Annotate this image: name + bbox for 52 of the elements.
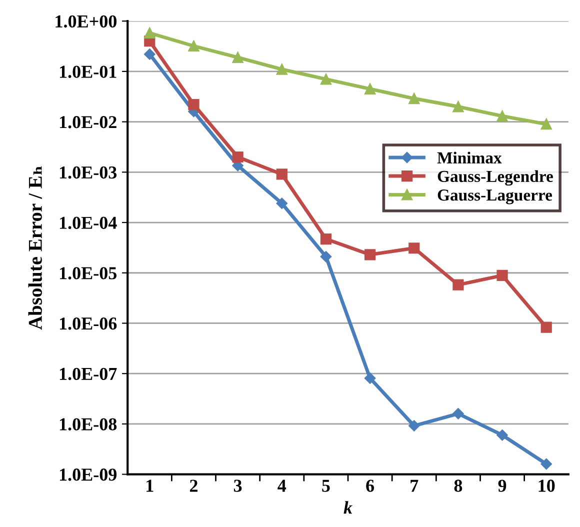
point <box>408 420 420 432</box>
point <box>276 64 288 75</box>
y-axis-title: Absolute Error / Eₕ <box>28 166 42 330</box>
x-tick-label: 8 <box>454 480 462 492</box>
x-tick-label: 3 <box>234 480 242 492</box>
point <box>276 198 288 209</box>
x-tick-label: 4 <box>278 480 286 492</box>
point <box>144 48 156 60</box>
x-tick-label: 5 <box>322 480 330 492</box>
x-tick-label: 7 <box>410 480 418 492</box>
legend-label: Minimax <box>437 152 502 164</box>
point <box>364 83 376 94</box>
y-tick-label: 1.0E-06 <box>60 317 117 330</box>
point <box>452 279 464 290</box>
y-tick-label: 1.0E-07 <box>60 368 117 380</box>
y-tick-label: 1.0E+00 <box>56 15 116 28</box>
x-tick-label: 10 <box>538 480 555 492</box>
point <box>408 242 420 254</box>
point <box>452 408 464 420</box>
point <box>540 322 552 333</box>
y-tick-label: 1.0E-08 <box>60 418 117 430</box>
point <box>496 430 508 441</box>
y-tick-label: 1.0E-04 <box>60 216 117 230</box>
point <box>540 458 552 470</box>
y-tick-label: 1.0E-03 <box>60 166 117 179</box>
y-tick-label: 1.0E-05 <box>60 267 117 280</box>
point <box>320 251 332 262</box>
point <box>144 27 156 39</box>
point <box>232 151 244 163</box>
point <box>452 101 464 112</box>
point <box>188 98 200 110</box>
x-tick-label: 2 <box>190 480 198 492</box>
point <box>540 118 552 130</box>
legend-label: Gauss-Laguerre <box>438 190 552 204</box>
point <box>320 233 332 245</box>
x-axis-title: k <box>344 501 352 514</box>
point <box>276 168 288 180</box>
point <box>232 52 244 63</box>
point <box>320 74 332 85</box>
y-tick-label: 1.0E-02 <box>60 116 116 128</box>
x-tick-label: 6 <box>366 480 374 492</box>
y-tick-label: 1.0E-01 <box>60 66 116 78</box>
x-tick-label: 9 <box>498 480 506 492</box>
point <box>364 372 376 384</box>
point <box>496 110 508 122</box>
point <box>496 270 508 281</box>
point <box>364 249 376 260</box>
x-tick-label: 1 <box>146 480 154 492</box>
point <box>408 92 420 104</box>
point <box>188 40 200 52</box>
legend-label: Gauss-Legendre <box>438 170 553 186</box>
y-tick-label: 1.0E-09 <box>60 468 117 481</box>
